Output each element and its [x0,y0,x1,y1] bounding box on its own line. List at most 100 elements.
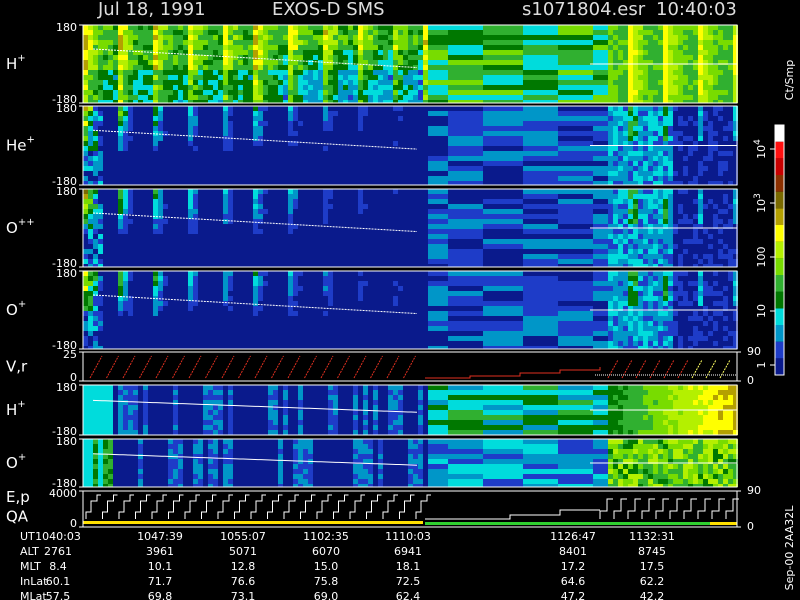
panel-label: H+ [6,399,26,419]
table-cell: 73.1 [231,590,256,600]
colorbar-segment [775,325,784,342]
spectrogram-cells [83,106,733,185]
velocity-sawtooth [320,355,334,379]
colorbar-segment [775,341,784,359]
panel-label: O+ [6,299,26,319]
colorbar-tick-exp: 3 [753,193,763,199]
table-cell: 17.2 [561,560,586,573]
table-cell: 8745 [638,545,666,558]
table-cell: 1055:07 [220,530,266,543]
trace-line [92,48,418,69]
panel-frame [82,270,738,350]
velocity-sawtooth [386,355,400,379]
spectrogram-cells [83,439,608,487]
trace-line [92,453,418,466]
colorbar-unit: Ct/Smp [783,60,796,100]
table-cell: 72.5 [396,575,421,588]
spectrogram-cells [608,439,738,487]
spectrogram-cells [83,276,93,286]
velocity-sawtooth [188,355,202,379]
y-tick-label: -180 [52,93,77,106]
table-cell: 8401 [559,545,587,558]
panel-label: QA [6,508,29,526]
y-tick-label: -180 [52,175,77,188]
panel-frame [82,438,738,488]
spectrogram-cells [83,106,88,111]
row-label: MLT [20,560,41,573]
velocity-sawtooth [205,355,218,379]
velocity-sawtooth [337,355,350,379]
panel-label-text: V,r [6,357,28,375]
panel-frame [82,384,738,436]
spectrogram-cells [83,271,88,291]
table-cell: 62.2 [640,575,665,588]
spectrogram-cells [83,271,738,349]
colorbar-tick-text: 1 [755,362,768,369]
row-label: ALT [20,545,39,558]
table-cell: 1110:03 [385,530,431,543]
table-cell: 1132:31 [629,530,675,543]
spectrogram-cells [83,25,738,103]
panel-label-text: O [6,301,18,319]
y2-tick-label: 0 [747,520,754,533]
velocity-sawtooth [139,355,152,379]
panel-label-text: H [6,55,17,73]
colorbar-segment [775,275,784,292]
colorbar-segment [775,125,784,142]
colorbar-segment [775,358,784,375]
velocity-sawtooth [155,355,169,379]
y-tick-label: -180 [52,257,77,270]
colorbar-tick-text: 100 [755,247,768,268]
y-tick-label: -180 [52,477,77,490]
table-cell: 2761 [44,545,72,558]
colorbar-tick-label: 1 [755,362,768,369]
y-tick-label: 4000 [49,487,77,500]
table-cell: 1126:47 [550,530,596,543]
table-cell: 71.7 [148,575,173,588]
panel-label: H+ [6,53,26,73]
table-cell: 62.4 [396,590,421,600]
y2-tick-label: 90 [747,345,761,358]
spectrogram-cells [83,189,738,267]
table-cell: 18.1 [396,560,421,573]
colorbar-segment [775,308,784,325]
panel-label-sup: + [17,53,25,64]
spectrogram-cells [83,271,738,349]
y-tick-label: -180 [52,339,77,352]
table-cell: 6941 [394,545,422,558]
panel-label: V,r [6,357,28,375]
spectrogram-cells [608,439,738,487]
row-label: UT [20,530,35,543]
table-cell: 75.8 [314,575,339,588]
y-tick-label: 180 [56,185,77,198]
colorbar-tick-text: 10 [755,304,768,318]
panel-label-text: H [6,401,17,419]
y-tick-label: 180 [56,435,77,448]
spectrogram-cells [83,199,93,214]
qa-bar [710,522,737,525]
y-tick-label: 0 [70,371,77,384]
qa-bar [425,522,710,525]
y-tick-label: 180 [56,381,77,394]
row-label: InLat [20,575,48,588]
colorbar-tick-exp: 4 [753,139,763,145]
spectrogram-cells [113,439,428,487]
y-tick-label: 25 [63,348,77,361]
velocity-sawtooth [172,355,185,379]
spectrogram-cells [83,189,88,194]
energy-steps [85,494,431,519]
spectrogram-cells [113,385,428,435]
panel-label-text: E,p [6,488,30,506]
velocity-steps [425,367,601,379]
colorbar-segment [775,258,784,275]
spectrogram-cells [83,106,738,185]
spectrogram-cells [88,25,733,103]
row-label: MLat [20,590,47,600]
panel-frame [82,24,738,104]
table-cell: 10.1 [148,560,173,573]
trace-line [92,212,418,233]
table-cell: 8.4 [49,560,67,573]
colorbar-segment [775,291,784,309]
colorbar-tick-label: 103 [753,193,769,213]
